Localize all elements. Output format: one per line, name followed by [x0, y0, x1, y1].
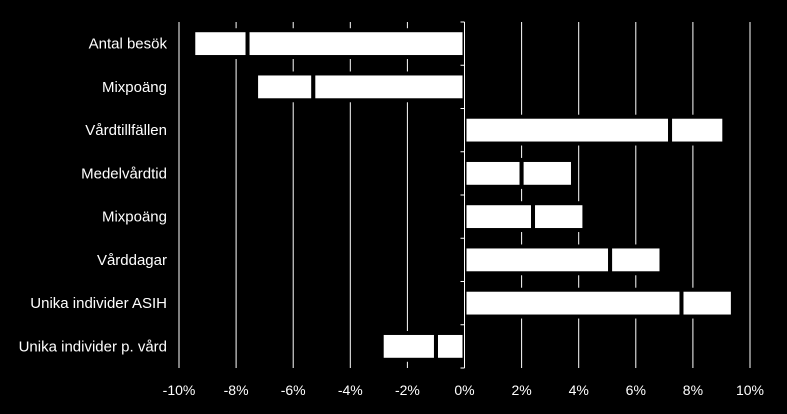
bar [531, 201, 587, 233]
bars [191, 28, 735, 362]
category-label: Medelvårdtid [81, 165, 167, 182]
category-label: Mixpoäng [102, 79, 167, 96]
x-tick-label: 4% [569, 382, 589, 398]
category-label: Mixpoäng [102, 209, 167, 226]
x-tick-label: 10% [736, 382, 764, 398]
category-labels: Antal besök Mixpoäng Vårdtillfällen Medelvå… [19, 36, 168, 356]
category-label: Vårddagar [97, 252, 167, 269]
bar [433, 330, 467, 362]
category-label: Antal besök [89, 36, 168, 53]
bar [462, 157, 524, 189]
x-tick-label: -10% [163, 382, 196, 398]
category-label: Unika individer ASIH [30, 295, 167, 312]
category-label: Vårdtillfällen [85, 122, 167, 139]
bar [311, 71, 467, 103]
bar [519, 157, 575, 189]
bar [462, 287, 684, 319]
x-tick-label: 6% [626, 382, 646, 398]
x-tick-label: -8% [224, 382, 249, 398]
bar [379, 330, 438, 362]
x-tick-label: 2% [511, 382, 531, 398]
x-tick-label: 0% [454, 382, 474, 398]
bar [462, 244, 613, 276]
x-tick-label: -4% [338, 382, 363, 398]
axes [460, 21, 465, 369]
bar [245, 28, 467, 60]
bar [191, 28, 250, 60]
bar [668, 114, 727, 146]
x-tick-label: -6% [281, 382, 306, 398]
bar [608, 244, 664, 276]
x-tick-label: 8% [683, 382, 703, 398]
x-tick-label: -2% [395, 382, 420, 398]
bar [254, 71, 316, 103]
category-label: Unika individer p. vård [19, 338, 167, 355]
x-tick-labels: -10% -8% -6% -4% -2% 0% 2% 4% 6% 8% 10% [163, 382, 764, 398]
bar [679, 287, 735, 319]
bar [462, 114, 673, 146]
bar [462, 201, 536, 233]
